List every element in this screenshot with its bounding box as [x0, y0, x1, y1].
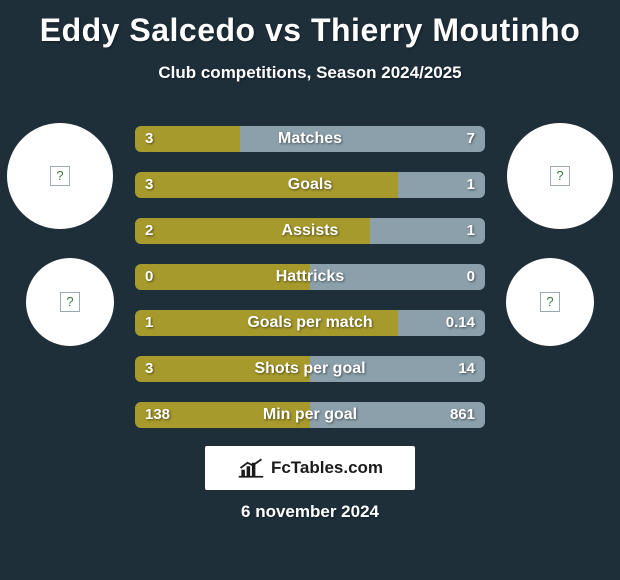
image-placeholder-icon: ? — [550, 166, 570, 186]
player-left-avatar: ? — [7, 123, 113, 229]
page-subtitle: Club competitions, Season 2024/2025 — [0, 63, 620, 83]
stat-row: 00Hattricks — [135, 264, 485, 290]
stat-value-left: 138 — [145, 402, 170, 428]
page-title: Eddy Salcedo vs Thierry Moutinho — [0, 0, 620, 49]
stat-value-left: 0 — [145, 264, 153, 290]
stat-value-right: 1 — [467, 218, 475, 244]
stat-value-left: 3 — [145, 172, 153, 198]
footer-date: 6 november 2024 — [0, 502, 620, 522]
stat-value-right: 1 — [467, 172, 475, 198]
stat-bar-left — [135, 218, 370, 244]
stat-bar-left — [135, 356, 310, 382]
stat-value-right: 861 — [450, 402, 475, 428]
stat-value-left: 2 — [145, 218, 153, 244]
stat-value-right: 14 — [458, 356, 475, 382]
club-left-avatar: ? — [26, 258, 114, 346]
comparison-chart: 37Matches31Goals21Assists00Hattricks10.1… — [135, 126, 485, 448]
stat-value-right: 0 — [467, 264, 475, 290]
player-right-avatar: ? — [507, 123, 613, 229]
stat-row: 314Shots per goal — [135, 356, 485, 382]
image-placeholder-icon: ? — [540, 292, 560, 312]
stat-row: 10.14Goals per match — [135, 310, 485, 336]
image-placeholder-icon: ? — [50, 166, 70, 186]
stat-bar-right — [240, 126, 485, 152]
stat-row: 21Assists — [135, 218, 485, 244]
stat-bar-left — [135, 310, 398, 336]
chart-icon — [237, 456, 265, 480]
stat-value-left: 3 — [145, 126, 153, 152]
stat-value-right: 7 — [467, 126, 475, 152]
stat-bar-left — [135, 264, 310, 290]
brand-text: FcTables.com — [271, 458, 383, 478]
stat-value-left: 3 — [145, 356, 153, 382]
stat-value-left: 1 — [145, 310, 153, 336]
brand-logo: FcTables.com — [205, 446, 415, 490]
stat-row: 31Goals — [135, 172, 485, 198]
stat-bar-right — [310, 264, 485, 290]
stat-value-right: 0.14 — [446, 310, 475, 336]
image-placeholder-icon: ? — [60, 292, 80, 312]
stat-row: 138861Min per goal — [135, 402, 485, 428]
stat-bar-left — [135, 172, 398, 198]
club-right-avatar: ? — [506, 258, 594, 346]
stat-row: 37Matches — [135, 126, 485, 152]
